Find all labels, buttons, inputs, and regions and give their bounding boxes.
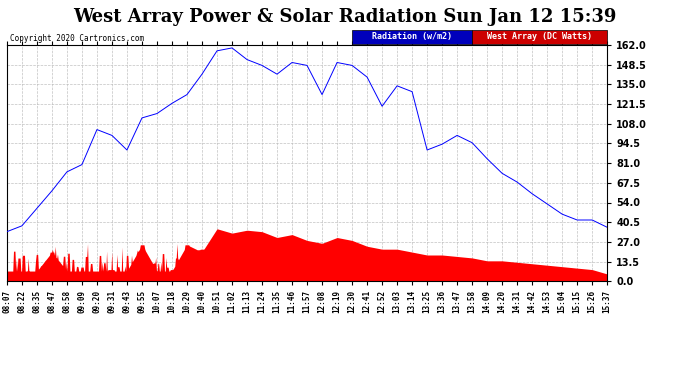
FancyBboxPatch shape <box>472 30 607 44</box>
Text: Radiation (w/m2): Radiation (w/m2) <box>372 32 452 41</box>
Text: West Array Power & Solar Radiation Sun Jan 12 15:39: West Array Power & Solar Radiation Sun J… <box>73 8 617 26</box>
Text: Copyright 2020 Cartronics.com: Copyright 2020 Cartronics.com <box>10 34 144 43</box>
Text: West Array (DC Watts): West Array (DC Watts) <box>487 32 592 41</box>
FancyBboxPatch shape <box>352 30 472 44</box>
